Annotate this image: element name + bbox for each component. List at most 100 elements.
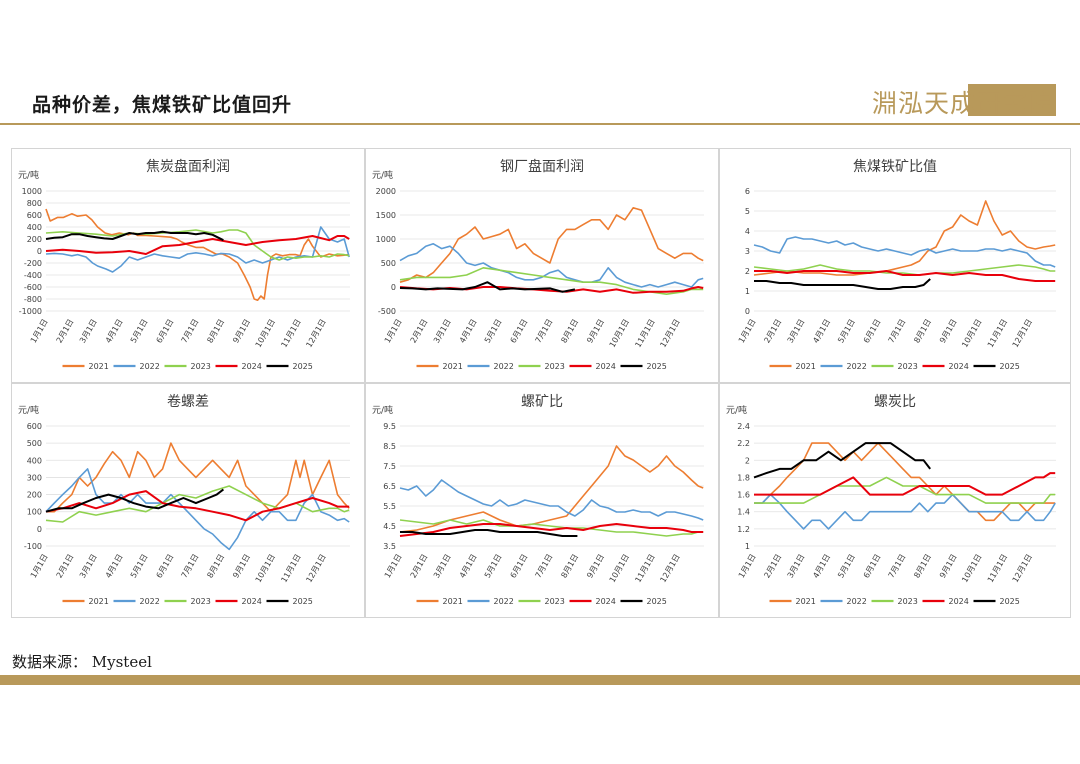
x-tick-label: 7月1日 — [887, 553, 908, 580]
series-line-2025 — [45, 230, 224, 242]
x-tick-label: 12月1日 — [658, 318, 681, 350]
x-tick-label: 9月1日 — [585, 318, 606, 345]
y-tick-label: 1000 — [376, 235, 396, 244]
series-line-2025 — [399, 281, 576, 293]
chart-title: 焦炭盘面利润 — [146, 158, 230, 175]
x-tick-label: 3月1日 — [432, 553, 453, 580]
legend-label-2024: 2024 — [596, 362, 616, 371]
y-tick-label: -200 — [24, 259, 42, 268]
legend-label-2021: 2021 — [89, 362, 109, 371]
x-tick-label: 1月1日 — [737, 318, 758, 345]
y-unit-label: 元/吨 — [372, 404, 393, 416]
series-line-2024 — [45, 235, 350, 255]
y-tick-label: 400 — [27, 456, 42, 465]
series-line-2021 — [399, 445, 704, 533]
x-tick-label: 12月1日 — [304, 318, 327, 350]
legend-label-2024: 2024 — [949, 597, 969, 606]
x-tick-label: 3月1日 — [786, 318, 807, 345]
x-tick-label: 4月1日 — [458, 318, 479, 345]
x-tick-label: 5月1日 — [129, 318, 150, 345]
x-tick-label: 8月1日 — [559, 318, 580, 345]
y-tick-label: -400 — [24, 271, 42, 280]
x-tick-label: 4月1日 — [811, 553, 832, 580]
series-line-2024 — [45, 490, 350, 522]
legend-label-2021: 2021 — [89, 597, 109, 606]
legend-label-2024: 2024 — [949, 362, 969, 371]
x-tick-label: 2月1日 — [409, 553, 430, 580]
x-tick-label: 7月1日 — [180, 318, 201, 345]
y-tick-label: 3 — [745, 247, 750, 256]
legend-label-2022: 2022 — [494, 597, 514, 606]
series-line-2025 — [753, 442, 931, 479]
x-tick-label: 3月1日 — [78, 318, 99, 345]
legend-label-2023: 2023 — [545, 597, 565, 606]
series-line-2024 — [754, 270, 1056, 282]
chart-title: 焦煤铁矿比值 — [853, 159, 937, 175]
x-tick-label: 5月1日 — [129, 553, 150, 580]
chart-coke-profit: 焦炭盘面利润 元/吨 -1000 -800 -600 -400 -200 0 200 400 600… — [11, 148, 365, 383]
legend-label-2023: 2023 — [191, 597, 211, 606]
legend-label-2025: 2025 — [647, 362, 667, 371]
y-tick-label: 800 — [27, 199, 42, 208]
legend-label-2022: 2022 — [494, 362, 514, 371]
y-tick-label: 2.4 — [737, 422, 750, 431]
logo-box — [968, 84, 1056, 116]
x-tick-label: 10月1日 — [960, 553, 983, 585]
y-tick-label: -100 — [24, 542, 42, 551]
y-tick-label: -500 — [378, 307, 396, 316]
y-unit-label: 元/吨 — [372, 169, 393, 181]
y-tick-label: 0 — [391, 283, 396, 292]
y-tick-label: 6.5 — [383, 482, 396, 491]
x-tick-label: 8月1日 — [205, 553, 226, 580]
y-tick-label: 7.5 — [383, 462, 396, 471]
series-line-2021 — [754, 442, 1056, 522]
x-tick-label: 4月1日 — [104, 318, 125, 345]
y-tick-label: 1 — [745, 542, 750, 551]
series-line-2022 — [45, 226, 350, 273]
y-tick-label: 100 — [27, 508, 42, 517]
x-tick-label: 7月1日 — [534, 318, 555, 345]
y-tick-label: -800 — [24, 295, 42, 304]
y-tick-label: 4.5 — [383, 522, 396, 531]
series-line-2024 — [399, 523, 704, 537]
y-tick-label: 2 — [745, 456, 750, 465]
y-tick-label: 0 — [745, 307, 750, 316]
x-tick-label: 2月1日 — [762, 318, 783, 345]
y-tick-label: 600 — [27, 211, 42, 220]
legend-label-2025: 2025 — [293, 362, 313, 371]
series-line-2025 — [45, 488, 225, 513]
x-tick-label: 4月1日 — [104, 553, 125, 580]
footer-bar — [0, 675, 1080, 685]
x-tick-label: 4月1日 — [458, 553, 479, 580]
y-tick-label: 1500 — [376, 211, 396, 220]
y-tick-label: 500 — [381, 259, 396, 268]
legend-label-2024: 2024 — [242, 597, 262, 606]
x-tick-label: 8月1日 — [912, 553, 933, 580]
series-line-2022 — [399, 479, 704, 521]
chart-mill-profit: 钢厂盘面利润 元/吨 -500 0 500 1000 1500 2000 1月1日 2月1日 3月1… — [365, 148, 719, 383]
y-tick-label: 5.5 — [383, 502, 396, 511]
series-line-2023 — [45, 485, 350, 523]
y-tick-label: 5 — [745, 207, 750, 216]
page-title: 品种价差，焦煤铁矿比值回升 — [32, 94, 293, 116]
legend-label-2021: 2021 — [443, 597, 463, 606]
x-tick-label: 11月1日 — [633, 553, 656, 585]
y-tick-label: 4 — [745, 227, 750, 236]
y-tick-label: 2 — [745, 267, 750, 276]
x-tick-label: 12月1日 — [658, 553, 681, 585]
legend-label-2021: 2021 — [796, 362, 816, 371]
x-tick-label: 9月1日 — [231, 318, 252, 345]
legend-label-2023: 2023 — [898, 362, 918, 371]
x-tick-label: 1月1日 — [29, 318, 50, 345]
series-line-2022 — [753, 236, 1056, 268]
y-tick-label: 0 — [37, 247, 42, 256]
x-tick-label: 10月1日 — [254, 318, 277, 350]
y-tick-label: -1000 — [19, 307, 42, 316]
x-tick-label: 11月1日 — [279, 318, 302, 350]
x-tick-label: 3月1日 — [78, 553, 99, 580]
y-unit-label: 元/吨 — [726, 404, 747, 416]
y-unit-label: 元/吨 — [18, 169, 39, 181]
chart-title: 卷螺差 — [167, 394, 209, 410]
series-line-2023 — [399, 267, 704, 295]
y-tick-label: 8.5 — [383, 442, 396, 451]
